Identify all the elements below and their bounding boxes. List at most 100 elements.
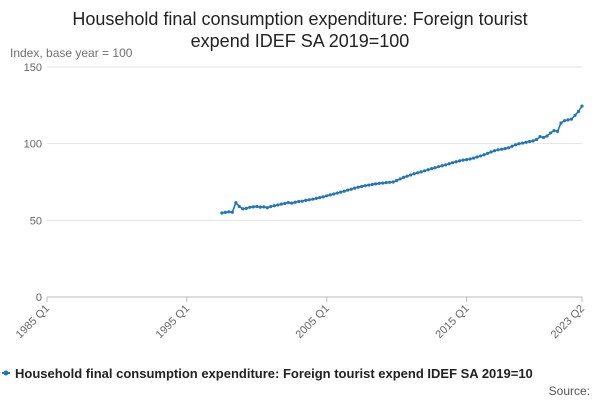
- data-point[interactable]: [237, 204, 241, 209]
- data-point[interactable]: [478, 154, 483, 158]
- data-point[interactable]: [531, 139, 535, 143]
- data-point[interactable]: [314, 196, 318, 201]
- data-point[interactable]: [223, 210, 227, 214]
- data-point[interactable]: [307, 198, 311, 202]
- data-point[interactable]: [318, 196, 322, 200]
- data-point[interactable]: [363, 184, 367, 188]
- data-point[interactable]: [286, 200, 290, 205]
- data-point[interactable]: [482, 153, 486, 157]
- data-point[interactable]: [391, 180, 395, 184]
- data-point[interactable]: [405, 174, 409, 178]
- data-point[interactable]: [241, 207, 245, 211]
- data-point[interactable]: [388, 180, 392, 184]
- legend[interactable]: Household final consumption expenditure:…: [2, 366, 533, 381]
- data-point[interactable]: [472, 156, 476, 160]
- data-point[interactable]: [321, 195, 325, 199]
- data-point[interactable]: [520, 141, 525, 145]
- data-point[interactable]: [293, 200, 297, 204]
- data-point[interactable]: [398, 177, 402, 181]
- data-point[interactable]: [346, 188, 350, 192]
- data-point[interactable]: [279, 202, 283, 206]
- data-point[interactable]: [569, 117, 574, 121]
- data-point[interactable]: [524, 140, 528, 144]
- data-point[interactable]: [244, 206, 248, 210]
- data-point[interactable]: [437, 165, 441, 169]
- data-point[interactable]: [300, 199, 304, 203]
- data-point[interactable]: [489, 150, 493, 154]
- data-point[interactable]: [552, 129, 556, 133]
- data-point[interactable]: [555, 129, 560, 133]
- data-point[interactable]: [328, 193, 332, 197]
- data-point[interactable]: [559, 121, 563, 125]
- data-point[interactable]: [545, 134, 549, 138]
- data-point[interactable]: [395, 178, 399, 183]
- data-point[interactable]: [255, 204, 259, 209]
- data-point[interactable]: [262, 205, 266, 209]
- data-point[interactable]: [534, 137, 539, 142]
- data-point[interactable]: [377, 181, 381, 185]
- data-point[interactable]: [360, 184, 364, 189]
- data-point[interactable]: [499, 147, 504, 151]
- data-point[interactable]: [297, 199, 301, 204]
- data-point[interactable]: [566, 118, 570, 122]
- data-point[interactable]: [573, 113, 577, 117]
- data-point[interactable]: [430, 167, 434, 171]
- data-point[interactable]: [374, 182, 378, 186]
- data-point[interactable]: [367, 183, 371, 187]
- data-point[interactable]: [269, 204, 273, 209]
- data-point[interactable]: [503, 146, 507, 151]
- data-point[interactable]: [251, 205, 255, 209]
- data-point[interactable]: [513, 143, 518, 147]
- data-point[interactable]: [538, 135, 542, 139]
- data-point[interactable]: [412, 172, 416, 176]
- data-point[interactable]: [580, 104, 584, 108]
- data-point[interactable]: [541, 135, 546, 140]
- data-point[interactable]: [475, 155, 479, 159]
- data-point[interactable]: [381, 181, 385, 185]
- data-point[interactable]: [440, 164, 444, 168]
- data-point[interactable]: [485, 151, 490, 155]
- data-point[interactable]: [426, 168, 430, 172]
- data-point[interactable]: [492, 149, 497, 153]
- data-point[interactable]: [517, 142, 521, 146]
- data-point[interactable]: [353, 186, 357, 190]
- data-point[interactable]: [409, 173, 413, 177]
- data-point[interactable]: [339, 190, 343, 194]
- data-point[interactable]: [447, 162, 451, 166]
- data-point[interactable]: [451, 161, 455, 165]
- data-point[interactable]: [510, 144, 514, 148]
- data-point[interactable]: [304, 198, 308, 202]
- data-point[interactable]: [283, 201, 287, 206]
- data-point[interactable]: [548, 131, 553, 135]
- data-point[interactable]: [576, 109, 581, 114]
- data-point[interactable]: [272, 204, 276, 208]
- data-point[interactable]: [461, 158, 465, 162]
- data-point[interactable]: [444, 163, 448, 167]
- data-point[interactable]: [527, 139, 532, 144]
- data-point[interactable]: [325, 194, 329, 198]
- data-point[interactable]: [370, 182, 374, 187]
- data-point[interactable]: [276, 203, 280, 207]
- data-point[interactable]: [356, 185, 360, 189]
- data-point[interactable]: [290, 201, 294, 205]
- data-point[interactable]: [468, 157, 472, 161]
- data-point[interactable]: [458, 159, 462, 163]
- data-point[interactable]: [419, 170, 423, 174]
- data-point[interactable]: [335, 191, 339, 195]
- data-point[interactable]: [465, 158, 469, 162]
- data-point[interactable]: [506, 146, 511, 150]
- data-point[interactable]: [248, 205, 252, 209]
- data-point[interactable]: [496, 148, 500, 152]
- data-point[interactable]: [258, 205, 262, 209]
- data-point[interactable]: [227, 210, 231, 214]
- data-point[interactable]: [433, 166, 437, 170]
- data-point[interactable]: [349, 187, 353, 191]
- data-point[interactable]: [234, 201, 238, 205]
- data-point[interactable]: [384, 181, 388, 185]
- data-point[interactable]: [220, 211, 224, 215]
- data-point[interactable]: [311, 197, 315, 201]
- data-point[interactable]: [230, 210, 234, 214]
- data-point[interactable]: [265, 206, 269, 210]
- data-point[interactable]: [402, 175, 406, 179]
- data-point[interactable]: [454, 160, 458, 164]
